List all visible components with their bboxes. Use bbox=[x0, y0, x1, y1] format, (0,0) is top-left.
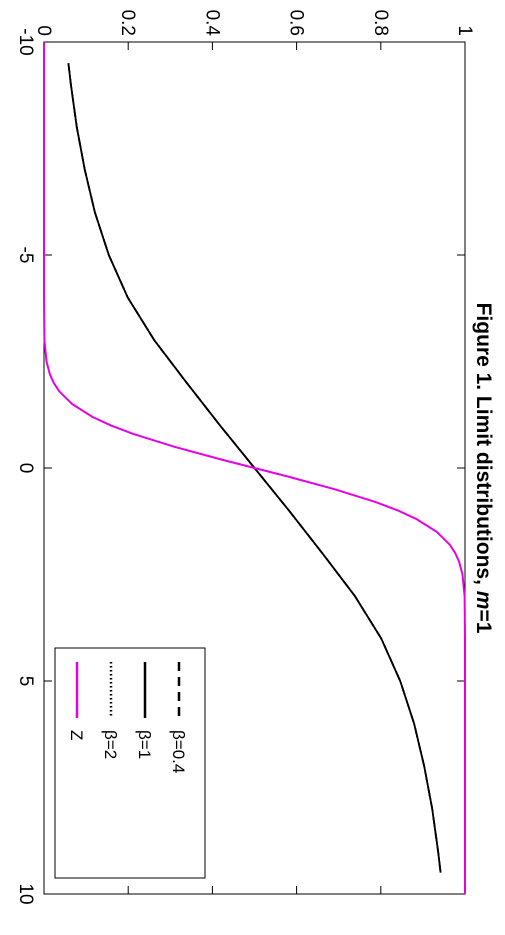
y-tick-label: 0.2 bbox=[117, 10, 138, 36]
series-line-3 bbox=[67, 63, 442, 873]
y-tick-label: 0.8 bbox=[370, 10, 391, 36]
x-tick-label: -5 bbox=[15, 247, 36, 264]
y-tick-label: 1 bbox=[454, 25, 475, 36]
x-tick-label: 10 bbox=[15, 883, 36, 904]
series-line-4 bbox=[43, 42, 466, 894]
x-tick-label: -10 bbox=[15, 28, 36, 55]
legend-label: β=2 bbox=[101, 730, 120, 759]
legend-label: Z bbox=[67, 730, 86, 740]
legend: β=0.4 β=1 β=2 Z bbox=[54, 647, 206, 879]
chart-title: Figure 1. Limit distributions, m=1 bbox=[472, 303, 495, 634]
x-tick-label: 0 bbox=[15, 463, 36, 474]
legend-label: β=0.4 bbox=[169, 730, 188, 773]
y-tick-label: 0.4 bbox=[201, 10, 222, 37]
x-tick-label: 5 bbox=[15, 676, 36, 687]
y-tick-label: 0 bbox=[33, 25, 54, 36]
legend-label: β=1 bbox=[135, 730, 154, 759]
y-tick-label: 0.6 bbox=[286, 10, 307, 36]
legend-box bbox=[54, 647, 206, 879]
